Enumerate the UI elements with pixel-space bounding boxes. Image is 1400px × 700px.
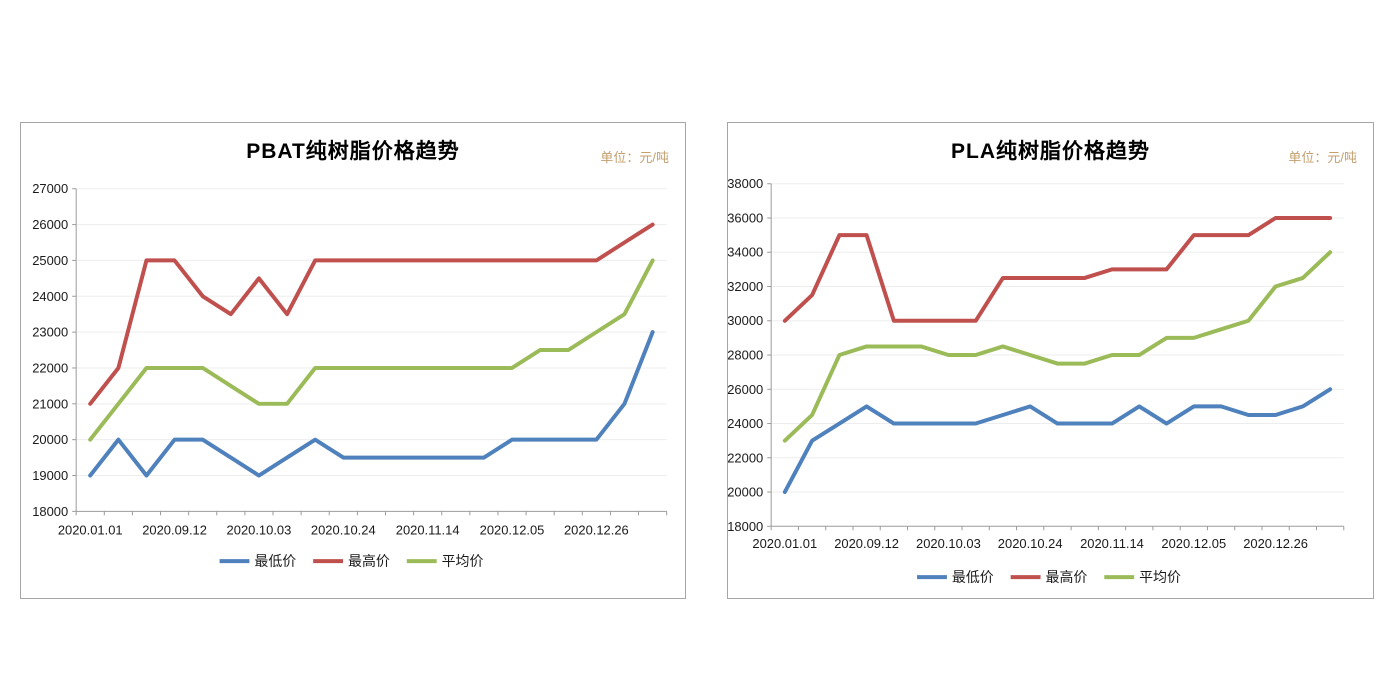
series-line-max — [782, 216, 1333, 323]
x-axis-label: 2020.11.14 — [1080, 536, 1144, 551]
x-axis-label: 2020.09.12 — [834, 536, 899, 551]
pla-chart-canvas: 18000 20000 22000 24000 26000 28000 30000 32000… — [728, 123, 1373, 598]
x-axis-label: 2020.10.03 — [916, 536, 981, 551]
legend-label-min: 最低价 — [952, 569, 994, 585]
y-axis-label: 38000 — [728, 176, 763, 191]
y-axis-label: 20000 — [728, 485, 763, 500]
x-axis-label: 2020.10.24 — [311, 522, 376, 537]
pla-unit-label: 单位：元/吨 — [1288, 150, 1357, 165]
x-axis-label: 2020.01.01 — [58, 522, 123, 537]
y-axis-label: 23000 — [32, 325, 68, 340]
series-line-avg — [782, 250, 1333, 443]
y-axis-label: 21000 — [32, 396, 68, 411]
chart-svg: 18000 19000 20000 21000 22000 23000 24000 25000… — [32, 181, 668, 569]
legend-label-max: 最高价 — [348, 553, 390, 569]
y-axis-label: 28000 — [728, 348, 763, 363]
x-axis-label: 2020.12.05 — [1161, 536, 1226, 551]
legend-item-max: 最高价 — [1010, 569, 1088, 585]
pbat-chart-title: PBAT纯树脂价格趋势 — [246, 140, 460, 163]
y-axis-label: 18000 — [32, 504, 68, 519]
x-axis-label: 2020.12.26 — [564, 522, 629, 537]
y-axis-label: 36000 — [728, 210, 763, 225]
legend-label-max: 最高价 — [1046, 569, 1088, 585]
y-axis-label: 32000 — [728, 279, 763, 294]
chart-svg: 18000 20000 22000 24000 26000 28000 30000 32000… — [728, 176, 1345, 585]
y-axis-label: 26000 — [728, 382, 763, 397]
y-axis-label: 24000 — [728, 416, 763, 431]
series-line-min — [782, 387, 1333, 495]
y-axis-label: 20000 — [32, 432, 68, 447]
pla-chart-title: PLA纯树脂价格趋势 — [951, 140, 1150, 163]
y-axis-label: 30000 — [728, 313, 763, 328]
legend-item-min: 最低价 — [219, 553, 296, 569]
x-axis-label: 2020.10.03 — [227, 522, 292, 537]
y-axis-label: 26000 — [32, 217, 68, 232]
x-axis-label: 2020.11.14 — [396, 522, 460, 537]
pbat-chart-canvas: 18000 19000 20000 21000 22000 23000 24000 25000… — [21, 123, 685, 598]
legend-item-max: 最高价 — [313, 553, 390, 569]
legend-label-min: 最低价 — [254, 553, 296, 569]
y-axis-label: 34000 — [728, 245, 763, 260]
y-axis-label: 25000 — [32, 253, 68, 268]
legend-item-avg: 平均价 — [406, 553, 484, 569]
y-axis-label: 22000 — [32, 360, 68, 375]
series-line-min — [88, 330, 655, 478]
x-axis-label: 2020.09.12 — [142, 522, 207, 537]
series-line-avg — [88, 258, 655, 442]
x-axis-label: 2020.12.05 — [480, 522, 545, 537]
y-axis-label: 27000 — [32, 181, 68, 196]
x-axis-label: 2020.12.26 — [1243, 536, 1308, 551]
y-axis-label: 22000 — [728, 450, 763, 465]
legend-item-min: 最低价 — [917, 569, 994, 585]
pbat-chart-panel: 18000 19000 20000 21000 22000 23000 24000 25000… — [20, 122, 686, 599]
y-axis-label: 19000 — [32, 468, 68, 483]
x-axis-label: 2020.10.24 — [998, 536, 1063, 551]
y-axis-label: 18000 — [728, 519, 763, 534]
x-axis-label: 2020.01.01 — [752, 536, 817, 551]
pla-chart-panel: 18000 20000 22000 24000 26000 28000 30000 32000… — [727, 122, 1374, 599]
legend-label-avg: 平均价 — [1139, 569, 1181, 585]
legend-item-avg: 平均价 — [1104, 569, 1181, 585]
y-axis-label: 24000 — [32, 289, 68, 304]
legend-label-avg: 平均价 — [442, 553, 484, 569]
series-line-max — [88, 222, 655, 406]
pbat-unit-label: 单位：元/吨 — [600, 150, 669, 165]
